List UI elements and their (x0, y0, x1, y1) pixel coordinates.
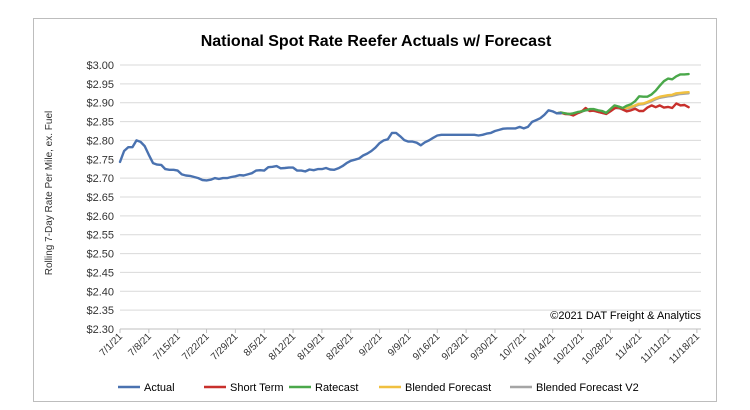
y-tick-label: $2.95 (86, 79, 114, 91)
y-tick-label: $2.85 (86, 117, 114, 129)
y-tick-label: $2.60 (86, 211, 114, 223)
x-tick-label: 11/18/21 (667, 331, 702, 366)
x-tick-label: 7/29/21 (209, 331, 241, 363)
chart-frame: National Spot Rate Reefer Actuals w/ For… (33, 18, 717, 402)
y-tick-label: $3.00 (86, 60, 114, 72)
legend-label: Short Term (230, 382, 284, 394)
x-tick-label: 9/2/21 (357, 331, 385, 359)
y-tick-label: $2.55 (86, 230, 114, 242)
x-tick-label: 8/19/21 (296, 331, 328, 363)
legend-label: Ratecast (315, 382, 358, 394)
x-tick-label: 7/15/21 (151, 331, 183, 363)
series-line-short-term (555, 102, 690, 117)
x-tick-label: 9/23/21 (440, 331, 472, 363)
y-tick-label: $2.90 (86, 98, 114, 110)
legend-label: Blended Forecast (405, 382, 491, 394)
x-tick-label: 10/28/21 (580, 331, 616, 367)
chart-title: National Spot Rate Reefer Actuals w/ For… (201, 33, 552, 50)
x-tick-label: 9/9/21 (386, 331, 414, 359)
y-tick-label: $2.30 (86, 324, 114, 336)
x-tick-label: 7/22/21 (180, 331, 212, 363)
copyright-annotation: ©2021 DAT Freight & Analytics (550, 310, 701, 322)
y-tick-label: $2.75 (86, 154, 114, 166)
y-tick-label: $2.50 (86, 249, 114, 261)
x-tick-label: 9/16/21 (411, 331, 443, 363)
series-lines (118, 72, 690, 182)
y-axis-label: Rolling 7-Day Rate Per Mile, ex. Fuel (44, 111, 55, 276)
y-tick-label: $2.65 (86, 192, 114, 204)
x-tick-label: 8/12/21 (267, 331, 299, 363)
y-tick-label: $2.45 (86, 267, 114, 279)
chart-svg: National Spot Rate Reefer Actuals w/ For… (44, 33, 702, 394)
legend: Actual Short Term Ratecast Blended Forecast… (118, 382, 639, 394)
y-tick-label: $2.80 (86, 135, 114, 147)
x-tick-label: 8/5/21 (242, 331, 270, 359)
x-tick-label: 8/26/21 (324, 331, 356, 363)
series-line-ratecast (555, 72, 690, 116)
legend-label: Blended Forecast V2 (536, 382, 639, 394)
x-tick-label: 9/30/21 (469, 331, 501, 363)
series-line-actual (118, 109, 563, 182)
y-tick-label: $2.40 (86, 286, 114, 298)
legend-label: Actual (144, 382, 175, 394)
y-tick-label: $2.35 (86, 305, 114, 317)
y-gridlines (120, 64, 701, 311)
y-tick-label: $2.70 (86, 173, 114, 185)
x-tick-label: 7/8/21 (127, 331, 155, 359)
